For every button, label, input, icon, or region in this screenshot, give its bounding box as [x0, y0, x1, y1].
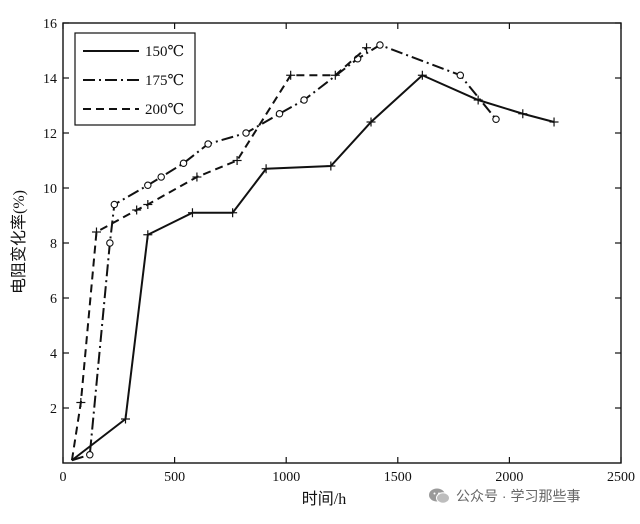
data-point-plus: [549, 117, 559, 127]
y-tick-label: 10: [43, 182, 57, 197]
data-point-plus: [132, 205, 142, 215]
data-point-plus: [417, 70, 427, 80]
data-point-circle: [376, 41, 384, 49]
data-point-circle: [492, 115, 500, 124]
y-axis-title: 电阻变化率(%): [10, 190, 28, 294]
x-tick-label: 1500: [384, 470, 412, 485]
data-point-plus: [330, 70, 340, 80]
data-point-plus: [232, 156, 242, 165]
y-tick-label: 6: [50, 292, 57, 307]
wechat-icon: [429, 488, 450, 504]
series-dashdot: [71, 41, 500, 462]
data-point-circle: [275, 110, 284, 118]
data-point-circle: [144, 181, 152, 190]
data-point-plus: [91, 227, 101, 237]
y-tick-label: 8: [50, 237, 57, 252]
series-line: [71, 74, 555, 462]
series-solid: [71, 70, 559, 462]
data-point-circle: [204, 140, 212, 148]
x-axis-title: 时间/h: [302, 490, 346, 508]
y-tick-label: 16: [43, 17, 57, 32]
x-tick-label: 1000: [272, 470, 300, 485]
data-point-plus: [366, 117, 376, 127]
series-dashed: [70, 43, 372, 461]
data-point-plus: [362, 43, 372, 53]
data-point-plus: [143, 200, 153, 209]
x-tick-label: 0: [60, 470, 67, 485]
legend-label: 200℃: [145, 102, 184, 118]
data-point-circle: [157, 173, 165, 181]
data-point-plus: [192, 172, 202, 182]
data-point-plus: [187, 208, 197, 218]
data-point-circle: [110, 200, 119, 209]
x-tick-label: 2500: [607, 470, 635, 485]
data-point-circle: [242, 129, 250, 137]
y-tick-label: 4: [50, 347, 57, 362]
data-point-circle: [86, 450, 94, 459]
data-point-plus: [261, 164, 271, 174]
watermark-text: 公众号 · 学习那些事: [456, 488, 581, 504]
data-point-plus: [143, 230, 153, 240]
data-point-plus: [120, 414, 130, 424]
x-tick-label: 2000: [495, 470, 523, 485]
data-point-plus: [326, 161, 336, 171]
data-point-plus: [76, 398, 86, 407]
data-point-plus: [228, 208, 238, 218]
y-tick-label: 14: [43, 72, 57, 87]
data-point-circle: [456, 71, 465, 80]
watermark: 公众号 · 学习那些事: [428, 486, 580, 506]
legend-label: 150℃: [145, 44, 184, 60]
data-point-plus: [286, 70, 296, 80]
series-line: [70, 46, 368, 461]
data-point-circle: [106, 239, 114, 247]
y-tick-label: 12: [43, 127, 57, 142]
data-point-plus: [518, 109, 528, 119]
y-tick-label: 2: [50, 402, 57, 417]
data-point-circle: [179, 159, 188, 168]
data-point-plus: [473, 95, 483, 105]
legend-label: 175℃: [145, 73, 184, 89]
data-point-circle: [300, 96, 308, 104]
x-tick-label: 500: [164, 470, 185, 485]
